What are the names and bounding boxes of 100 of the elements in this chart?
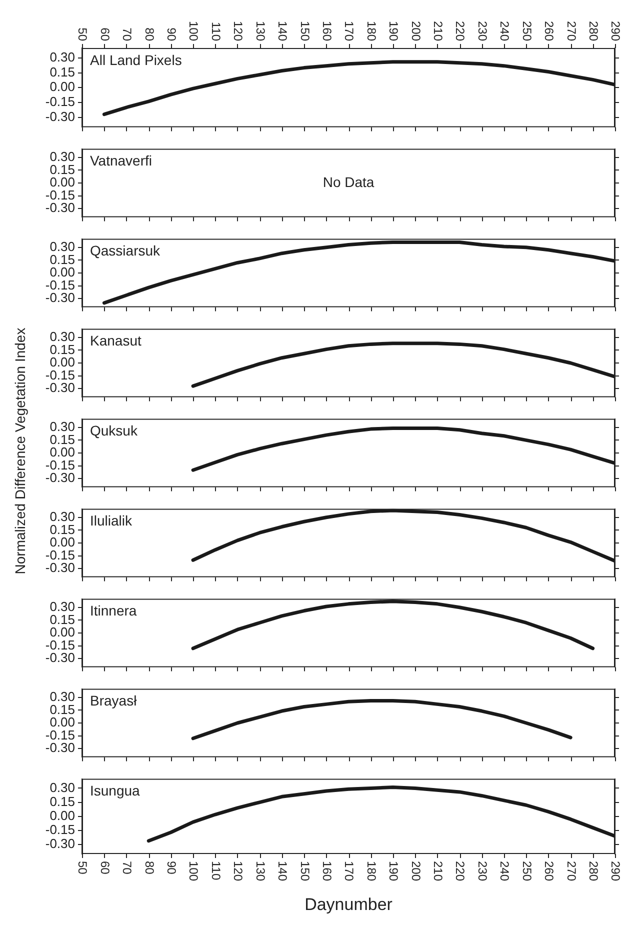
- x-tick-label: 180: [364, 861, 378, 882]
- x-tick-label: 210: [431, 20, 446, 42]
- y-tick-label: -0.30: [45, 380, 75, 396]
- y-tick-label: -0.30: [45, 560, 75, 576]
- x-tick-label: 90: [164, 861, 179, 875]
- x-tick-label: 240: [498, 861, 512, 882]
- y-tick-label: 0.30: [50, 780, 75, 795]
- y-tick-label: -0.15: [45, 637, 75, 652]
- x-tick-label: 170: [342, 20, 356, 42]
- y-tick-label: 0.30: [50, 148, 75, 164]
- chart-title: Qassiarsuk: [90, 242, 162, 259]
- y-tick-label: -0.30: [45, 290, 75, 306]
- y-tick-label: -0.15: [45, 187, 75, 202]
- x-tick-label: 70: [120, 28, 134, 42]
- x-tick-label: 220: [453, 861, 468, 882]
- x-tick-label: 260: [542, 861, 556, 882]
- y-tick-label: -0.15: [45, 94, 75, 110]
- y-tick-label: -0.30: [45, 650, 75, 666]
- y-tick-label: 0.00: [50, 714, 75, 730]
- y-tick-label: 0.15: [50, 522, 75, 537]
- x-tick-label: 250: [520, 20, 534, 42]
- y-tick-label: -0.15: [45, 277, 75, 292]
- chart-title: Ilulialik: [90, 512, 134, 529]
- x-tick-label: 100: [186, 861, 201, 882]
- chart-title: All Land Pixels: [90, 52, 182, 68]
- x-tick-label: 270: [564, 861, 578, 882]
- x-tick-label: 80: [142, 861, 156, 875]
- y-tick-label: 0.30: [50, 49, 75, 64]
- annotation: No Data: [322, 174, 374, 190]
- y-axis-title: Normalized Difference Vegetation Index: [12, 328, 28, 574]
- x-tick-label: 130: [253, 861, 268, 882]
- chart-title: Itinnera: [90, 602, 137, 619]
- y-tick-label: -0.15: [45, 367, 75, 382]
- x-tick-label: 50: [76, 861, 90, 875]
- chart-title: Brayasł: [90, 692, 138, 709]
- x-tick-label: 60: [98, 861, 112, 875]
- y-tick-label: 0.30: [50, 508, 75, 524]
- x-tick-label: 110: [208, 22, 223, 42]
- y-tick-label: -0.15: [45, 727, 75, 742]
- x-tick-label: 240: [498, 20, 512, 42]
- x-tick-label: 170: [342, 861, 356, 882]
- chart-title: Vatnaverfi: [90, 152, 152, 169]
- y-tick-label: 0.00: [50, 354, 75, 370]
- y-tick-label: 0.15: [50, 342, 75, 357]
- x-tick-label: 180: [364, 20, 378, 42]
- y-tick-label: 0.15: [50, 612, 75, 627]
- y-tick-label: -0.30: [45, 108, 75, 124]
- x-tick-label: 190: [386, 861, 401, 882]
- y-tick-label: -0.30: [45, 470, 75, 486]
- y-tick-label: -0.30: [45, 740, 75, 756]
- x-tick-label: 50: [76, 28, 90, 42]
- x-tick-label: 140: [276, 20, 290, 42]
- y-tick-label: -0.30: [45, 836, 75, 852]
- y-tick-label: 0.30: [50, 238, 75, 254]
- y-tick-label: 0.00: [50, 624, 75, 640]
- y-tick-label: 0.15: [50, 432, 75, 447]
- x-tick-label: 220: [453, 20, 468, 42]
- y-tick-label: 0.30: [50, 598, 75, 614]
- y-tick-label: 0.15: [50, 252, 75, 267]
- x-tick-label: 160: [320, 20, 334, 42]
- x-tick-label: 230: [475, 20, 490, 42]
- x-tick-label: 260: [542, 20, 556, 42]
- x-tick-label: 70: [120, 861, 134, 875]
- x-tick-label: 280: [586, 20, 600, 42]
- y-tick-label: 0.30: [50, 418, 75, 434]
- y-tick-label: 0.00: [50, 808, 75, 823]
- y-tick-label: 0.15: [50, 64, 75, 80]
- y-tick-label: 0.15: [50, 702, 75, 717]
- y-tick-label: 0.15: [50, 794, 75, 809]
- x-tick-label: 210: [431, 861, 446, 882]
- x-tick-label: 130: [253, 20, 268, 42]
- y-tick-label: 0.30: [50, 688, 75, 704]
- y-tick-label: -0.15: [45, 822, 75, 838]
- x-tick-label: 160: [320, 861, 334, 882]
- x-tick-label: 60: [98, 28, 112, 42]
- x-tick-label: 120: [231, 20, 246, 42]
- y-tick-label: 0.15: [50, 162, 75, 177]
- x-tick-label: 290: [608, 861, 623, 882]
- x-tick-label: 100: [186, 20, 201, 42]
- x-tick-label: 90: [164, 28, 179, 42]
- y-tick-label: 0.30: [50, 328, 75, 344]
- x-tick-label: 200: [408, 20, 423, 42]
- x-axis-title: Daynumber: [304, 895, 393, 914]
- y-tick-label: -0.30: [45, 200, 75, 216]
- y-tick-label: 0.00: [50, 264, 75, 280]
- x-tick-label: 190: [386, 20, 401, 42]
- y-tick-label: 0.00: [50, 174, 75, 190]
- x-tick-label: 80: [142, 28, 156, 42]
- x-tick-label: 230: [475, 861, 490, 882]
- x-tick-label: 150: [298, 861, 312, 882]
- x-tick-label: 280: [586, 861, 600, 882]
- y-tick-label: 0.00: [50, 534, 75, 550]
- y-tick-label: 0.00: [50, 79, 75, 94]
- x-tick-label: 200: [408, 861, 423, 882]
- x-tick-label: 120: [231, 861, 246, 882]
- y-tick-label: -0.15: [45, 457, 75, 472]
- x-tick-label: 250: [520, 861, 534, 882]
- x-tick-label: 110: [208, 861, 223, 880]
- chart-title: Quksuk: [90, 422, 138, 439]
- x-tick-label: 150: [298, 20, 312, 42]
